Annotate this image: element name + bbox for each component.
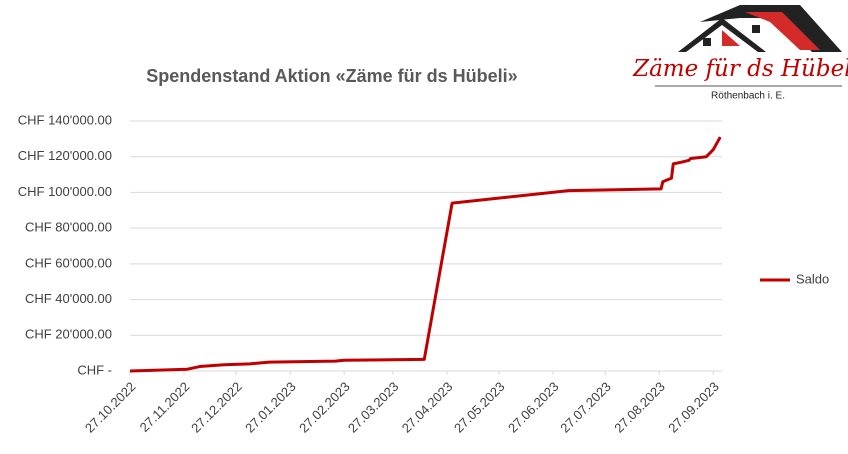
- y-tick-label: CHF 100'000.00: [18, 184, 112, 199]
- data-line: [129, 136, 722, 373]
- window: [703, 38, 711, 46]
- y-tick-label: CHF -: [77, 362, 112, 377]
- y-tick-label: CHF 20'000.00: [25, 327, 112, 342]
- logo: Zäme für ds Hübeli Röthenbach i. E.: [632, 5, 848, 102]
- roof: [745, 12, 820, 50]
- legend-label: Saldo: [796, 271, 829, 286]
- y-tick-label: CHF 140'000.00: [18, 112, 112, 127]
- logo-subtitle: Röthenbach i. E.: [711, 91, 785, 102]
- y-tick-label: CHF 120'000.00: [18, 148, 112, 163]
- y-tick-label: CHF 80'000.00: [25, 220, 112, 235]
- y-tick-label: CHF 40'000.00: [25, 291, 112, 306]
- roof: [722, 30, 740, 46]
- chart-title: Spendenstand Aktion «Zäme für ds Hübeli»: [146, 66, 517, 86]
- y-tick-label: CHF 60'000.00: [25, 255, 112, 270]
- window: [752, 25, 760, 33]
- logo-title: Zäme für ds Hübeli: [632, 56, 848, 82]
- roof: [678, 18, 766, 52]
